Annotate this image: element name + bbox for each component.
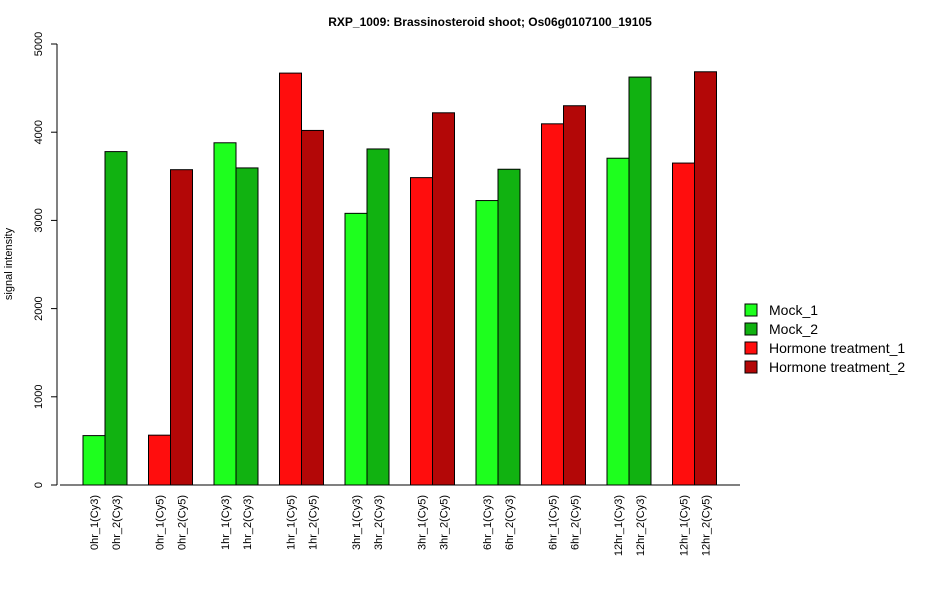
category-label: 3hr_2(Cy3) (373, 495, 385, 550)
bars-group (82, 71, 717, 486)
bar (694, 71, 717, 486)
category-label: 6hr_1(Cy5) (548, 495, 560, 550)
bar (170, 169, 193, 486)
legend-label: Mock_1 (769, 302, 818, 318)
category-label: 1hr_2(Cy5) (308, 495, 320, 550)
category-label: 1hr_1(Cy5) (286, 495, 298, 550)
y-tick-label: 5000 (33, 32, 45, 56)
legend-swatch (744, 341, 758, 355)
category-label: 6hr_1(Cy3) (482, 495, 494, 550)
category-label: 12hr_2(Cy5) (701, 495, 713, 556)
category-label: 12hr_1(Cy5) (679, 495, 691, 556)
category-label: 12hr_1(Cy3) (613, 495, 625, 556)
bar (148, 434, 171, 486)
category-label: 3hr_1(Cy5) (417, 495, 429, 550)
bar (432, 112, 455, 486)
y-axis: 0 1000 2000 3000 4000 5000 (33, 32, 58, 488)
y-tick-label: 2000 (33, 296, 45, 320)
legend-label: Mock_2 (769, 321, 818, 337)
category-label: 6hr_2(Cy5) (570, 495, 582, 550)
category-label: 0hr_1(Cy3) (89, 495, 101, 550)
y-tick-label: 3000 (33, 208, 45, 232)
bar (279, 72, 302, 486)
bar (628, 76, 652, 486)
legend: Mock_1 Mock_2 Hormone treatment_1 Hormone t… (744, 302, 905, 375)
category-label: 3hr_2(Cy5) (439, 495, 451, 550)
legend-swatch (744, 360, 758, 374)
legend-label: Hormone treatment_1 (769, 340, 905, 356)
y-tick-label: 4000 (33, 120, 45, 144)
bar (344, 212, 368, 486)
legend-label: Hormone treatment_2 (769, 359, 905, 375)
bar (606, 157, 630, 486)
legend-swatch (744, 303, 758, 317)
bar (475, 200, 499, 486)
bar (301, 129, 324, 486)
category-label: 0hr_2(Cy3) (111, 495, 123, 550)
bar (366, 148, 390, 486)
legend-swatch (744, 322, 758, 336)
bar (541, 123, 564, 486)
chart-title: RXP_1009: Brassinosteroid shoot; Os06g01… (328, 15, 652, 29)
y-tick-label: 0 (33, 482, 45, 488)
bar (563, 105, 586, 486)
y-axis-label: signal intensity (3, 227, 15, 300)
category-label: 0hr_2(Cy5) (177, 495, 189, 550)
category-label: 6hr_2(Cy3) (504, 495, 516, 550)
category-label: 1hr_2(Cy3) (242, 495, 254, 550)
y-tick-label: 1000 (33, 385, 45, 409)
bar (104, 151, 128, 486)
category-label: 12hr_2(Cy3) (635, 495, 647, 556)
bar (235, 167, 259, 486)
category-label: 1hr_1(Cy3) (220, 495, 232, 550)
category-label: 0hr_1(Cy5) (155, 495, 167, 550)
bar (497, 168, 521, 486)
bar (410, 177, 433, 486)
category-labels: 0hr_1(Cy3) 0hr_2(Cy3) 0hr_1(Cy5) 0hr_2(Cy5)… (89, 495, 713, 556)
category-label: 3hr_1(Cy3) (351, 495, 363, 550)
bar (82, 435, 106, 486)
bar (672, 162, 695, 486)
bar (213, 142, 237, 486)
